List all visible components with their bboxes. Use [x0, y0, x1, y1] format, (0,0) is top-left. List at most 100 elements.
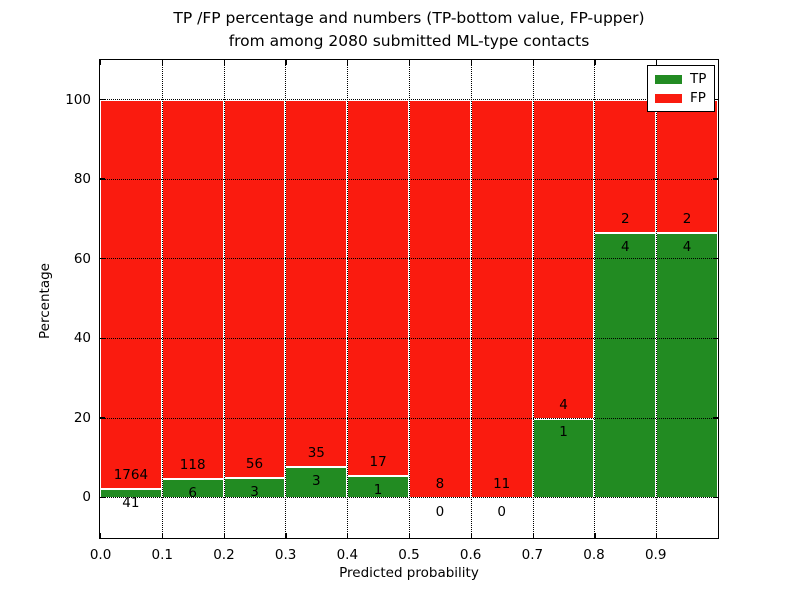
bar-count-label-tp-7: 1: [559, 424, 568, 441]
x-tick-bottom-0.5: [409, 533, 411, 538]
y-tick-left-20: [100, 417, 105, 419]
vertical-gridline-0.2: [223, 60, 225, 538]
x-tick-label-0.8: 0.8: [583, 547, 605, 563]
x-tick-bottom-0.8: [594, 533, 596, 538]
horizontal-gridline-100: [100, 98, 718, 100]
legend-swatch-fp-icon: [655, 93, 682, 103]
bar-segment-fp-1: [161, 99, 224, 479]
bar-count-label-tp-2: 3: [250, 483, 259, 500]
x-tick-label-0.6: 0.6: [459, 547, 482, 563]
x-tick-bottom-0.3: [285, 533, 287, 538]
x-tick-top-0.1: [161, 60, 164, 65]
chart-title-line2: from among 2080 submitted ML-type contac…: [228, 32, 590, 50]
y-tick-right-0: [713, 496, 718, 499]
y-tick-right-80: [713, 178, 718, 180]
y-tick-right-60: [713, 257, 718, 260]
bar-segment-fp-6: [470, 99, 533, 499]
bar-count-label-fp-5: 8: [435, 476, 445, 493]
x-tick-bottom-0.9: [656, 533, 658, 538]
bar-count-label-tp-1: 6: [188, 484, 197, 501]
x-tick-bottom-0.4: [347, 533, 349, 538]
x-tick-label-0.2: 0.2: [213, 547, 235, 563]
bar-segment-tp-7: [532, 418, 595, 499]
y-tick-label-80: 80: [73, 171, 91, 188]
bar-segment-tp-3: [285, 466, 348, 499]
chart-title: TP /FP percentage and numbers (TP-bottom…: [99, 7, 719, 53]
legend-item-fp: FP: [648, 91, 714, 105]
x-tick-top-0.8: [594, 60, 596, 65]
y-tick-label-0: 0: [82, 489, 91, 506]
x-tick-label-0.1: 0.1: [151, 547, 173, 563]
bar-segment-fp-9: [656, 99, 718, 233]
y-tick-label-40: 40: [73, 330, 91, 347]
y-tick-right-20: [713, 417, 718, 419]
vertical-gridline-0.3: [285, 60, 287, 538]
bar-count-label-tp-3: 3: [312, 472, 321, 489]
x-tick-top-0.7: [532, 60, 534, 65]
y-tick-label-60: 60: [73, 250, 91, 267]
x-tick-label-0.9: 0.9: [644, 547, 667, 563]
x-tick-top-0.0: [100, 60, 102, 65]
bar-segment-fp-8: [594, 99, 657, 233]
bar-segment-fp-4: [347, 99, 409, 477]
x-tick-label-0.7: 0.7: [521, 547, 544, 563]
y-tick-right-40: [713, 337, 718, 339]
legend-item-tp: TP: [648, 72, 714, 86]
x-tick-bottom-0.2: [223, 533, 225, 538]
x-axis-label: Predicted probability: [339, 565, 479, 581]
bar-count-label-fp-3: 35: [307, 444, 325, 461]
x-tick-top-0.2: [223, 60, 225, 65]
y-axis-label: Percentage: [37, 263, 53, 339]
bar-segment-tp-8: [594, 232, 657, 499]
bar-segment-fp-3: [285, 99, 348, 467]
x-tick-bottom-0.0: [100, 533, 102, 538]
legend: TP FP: [647, 65, 715, 112]
plot-area: TP FP 1764 41 118 6 56 3 35 3 17 1 8 0 11 0 4 1 2 4 2 4: [99, 59, 719, 539]
y-tick-left-40: [100, 337, 105, 339]
x-tick-label-0.0: 0.0: [89, 547, 112, 563]
x-tick-top-0.9: [656, 60, 658, 65]
bar-count-label-fp-4: 17: [369, 454, 387, 471]
x-tick-top-0.5: [409, 60, 411, 65]
vertical-gridline-0.6: [470, 60, 472, 538]
x-tick-label-0.5: 0.5: [398, 547, 420, 563]
vertical-gridline-0.7: [532, 60, 534, 538]
y-tick-left-100: [100, 98, 105, 100]
bar-segment-fp-5: [409, 99, 471, 499]
bar-count-label-tp-0: 41: [122, 495, 140, 512]
vertical-gridline-0.4: [347, 60, 349, 538]
bar-count-label-tp-4: 1: [373, 481, 383, 498]
x-tick-bottom-0.7: [532, 533, 534, 538]
bar-count-label-fp-8: 2: [621, 210, 630, 227]
legend-label-fp: FP: [690, 90, 706, 106]
bar-count-label-tp-9: 4: [682, 238, 692, 255]
horizontal-gridline-40: [100, 337, 718, 339]
x-tick-top-0.4: [347, 60, 349, 65]
y-tick-left-0: [100, 496, 105, 499]
bar-count-label-fp-9: 2: [682, 210, 692, 227]
vertical-gridline-0.8: [594, 60, 596, 538]
vertical-gridline-0.1: [161, 60, 163, 538]
horizontal-gridline-60: [100, 258, 718, 260]
bar-count-label-fp-6: 11: [493, 476, 511, 493]
x-tick-label-0.3: 0.3: [274, 547, 297, 563]
bar-count-label-fp-1: 118: [179, 456, 206, 473]
legend-label-tp: TP: [690, 71, 707, 87]
y-tick-label-20: 20: [73, 409, 91, 426]
legend-swatch-tp-icon: [655, 74, 682, 84]
bar-count-label-fp-7: 4: [559, 396, 568, 413]
chart-title-line1: TP /FP percentage and numbers (TP-bottom…: [173, 9, 645, 27]
horizontal-gridline-80: [100, 178, 718, 180]
x-tick-bottom-0.6: [470, 533, 473, 538]
bar-segment-fp-2: [223, 99, 286, 478]
x-tick-top-0.6: [470, 60, 473, 65]
bar-count-label-fp-2: 56: [245, 455, 264, 472]
vertical-gridline-0.9: [656, 60, 658, 538]
y-tick-label-100: 100: [65, 91, 91, 108]
x-tick-top-0.3: [285, 60, 287, 65]
y-tick-right-100: [713, 98, 718, 100]
bar-count-label-tp-5: 0: [435, 504, 445, 521]
bar-count-label-fp-0: 1764: [113, 467, 149, 484]
horizontal-gridline-0: [100, 497, 718, 499]
